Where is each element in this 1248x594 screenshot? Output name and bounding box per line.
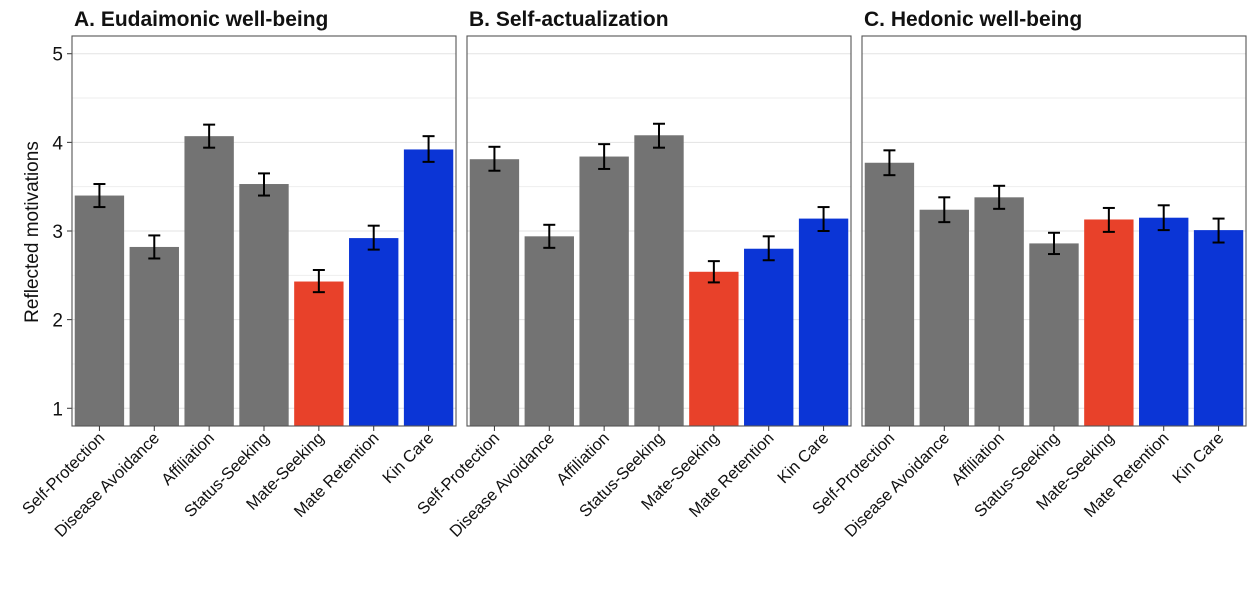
y-tick-label: 5	[52, 45, 63, 66]
bar-status-seeking	[634, 135, 684, 427]
bar-disease-avoidance	[129, 246, 179, 426]
bar-self-protection	[74, 195, 125, 426]
panel-title: B. Self-actualization	[469, 8, 669, 31]
y-tick-label: 2	[52, 311, 63, 332]
y-tick-label: 1	[52, 399, 63, 420]
bar-self-protection	[864, 162, 915, 426]
x-tick-label: Disease Avoidance	[446, 429, 558, 541]
bar-status-seeking	[239, 184, 289, 426]
bar-mate-seeking	[689, 271, 739, 426]
bar-disease-avoidance	[919, 209, 969, 426]
bar-mate-retention	[349, 238, 399, 426]
x-tick-label: Disease Avoidance	[51, 429, 163, 541]
panel-a: A. Eudaimonic well-beingSelf-ProtectionD…	[19, 8, 457, 541]
bar-affiliation	[579, 156, 629, 426]
y-tick-label: 4	[52, 133, 63, 154]
panel-title: C. Hedonic well-being	[864, 8, 1082, 31]
panel-c: C. Hedonic well-beingSelf-ProtectionDise…	[809, 8, 1247, 541]
panel-b: B. Self-actualizationSelf-ProtectionDise…	[414, 8, 852, 541]
bar-mate-seeking	[1084, 219, 1134, 426]
panel-title: A. Eudaimonic well-being	[74, 8, 328, 31]
bar-mate-retention	[744, 248, 794, 426]
x-tick-label: Kin Care	[774, 429, 832, 487]
bar-status-seeking	[1029, 243, 1079, 426]
bar-self-protection	[469, 159, 520, 427]
bar-kin-care	[1193, 230, 1244, 426]
bar-affiliation	[184, 136, 234, 426]
bar-mate-retention	[1139, 217, 1189, 426]
x-tick-label: Kin Care	[1169, 429, 1227, 487]
x-tick-label: Kin Care	[379, 429, 437, 487]
bar-affiliation	[974, 197, 1024, 426]
panels: 1 2 3 4 5A. Eudaimonic well-beingSelf-Protec…	[19, 8, 1247, 541]
bar-kin-care	[403, 149, 454, 427]
bar-kin-care	[798, 218, 849, 426]
y-axis-title: Reflected motivations	[22, 141, 43, 323]
x-tick-label: Disease Avoidance	[841, 429, 953, 541]
bar-mate-seeking	[294, 281, 344, 426]
bar-disease-avoidance	[524, 236, 574, 426]
y-tick-label: 3	[52, 222, 63, 243]
